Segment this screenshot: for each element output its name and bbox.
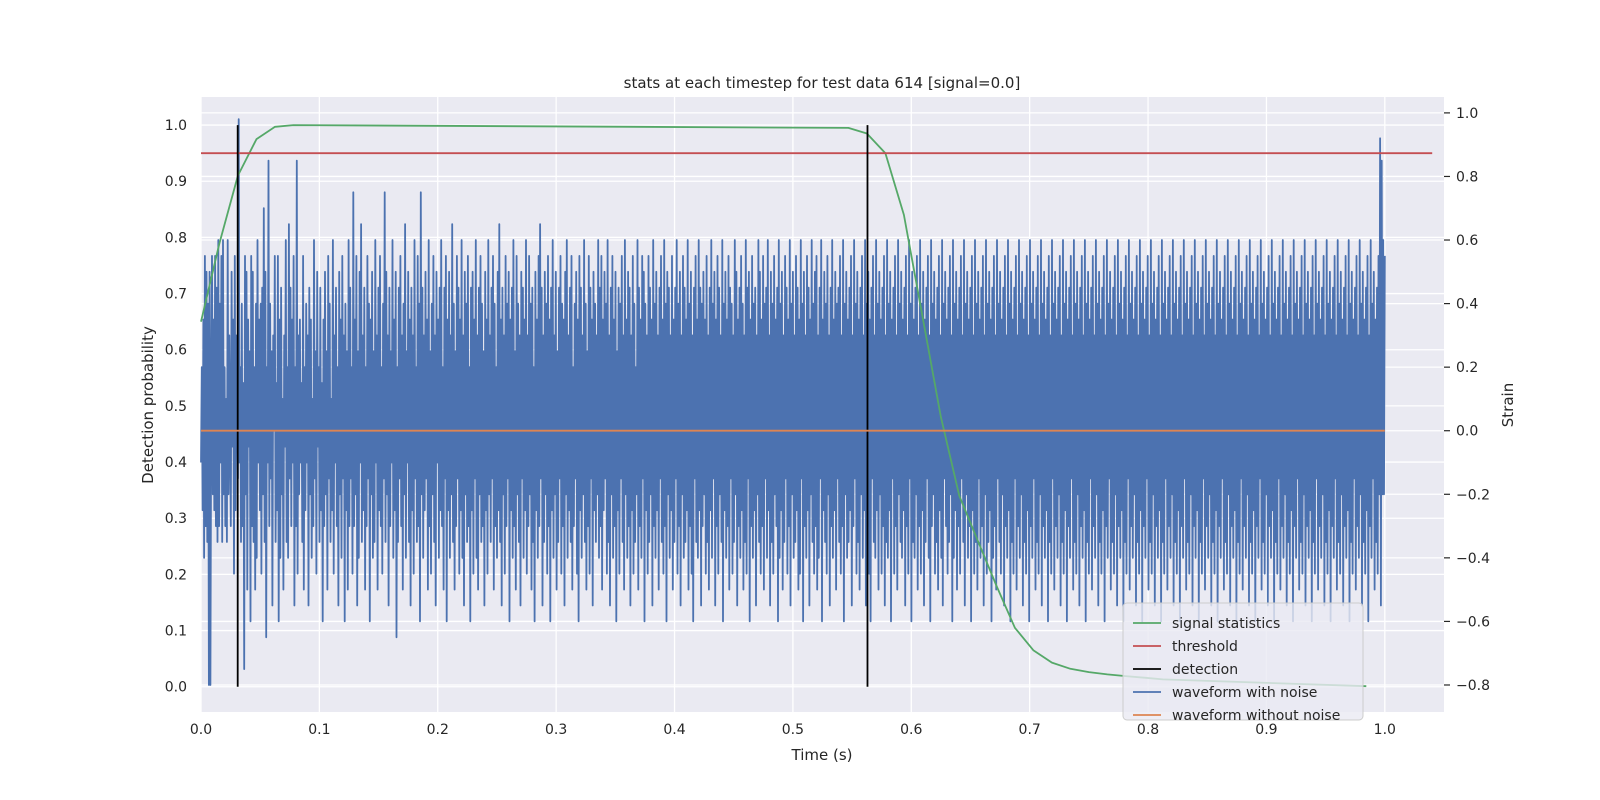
y2-tick-label: −0.2	[1456, 487, 1490, 503]
legend-label: waveform without noise	[1172, 708, 1340, 724]
y2-tick-label: 0.8	[1456, 169, 1478, 185]
y-tick-label: 0.0	[165, 680, 187, 696]
y2-tick-label: 1.0	[1456, 106, 1478, 122]
legend-items: signal statistics threshold detection wavef…	[1133, 616, 1340, 724]
x-tick-label: 0.3	[545, 722, 567, 738]
chart-title: stats at each timestep for test data 614…	[624, 74, 1021, 92]
legend-label: threshold	[1172, 639, 1238, 655]
x-tick-label: 0.1	[308, 722, 330, 738]
x-tick-label: 0.6	[900, 722, 922, 738]
y2-tick-label: −0.6	[1456, 614, 1490, 630]
y2-tick-label: 0.0	[1456, 424, 1478, 440]
left-axis-ticks: 0.0 0.1 0.2 0.3 0.4 0.5 0.6 0.7 0.8 0.9 1.0	[165, 118, 187, 696]
y-tick-label: 0.6	[165, 343, 187, 359]
y-tick-label: 0.2	[165, 567, 187, 583]
y2-tick-label: −0.4	[1456, 551, 1490, 567]
y-tick-label: 0.4	[165, 455, 187, 471]
signal-statistics-line	[200, 124, 1367, 688]
x-tick-label: 0.7	[1019, 722, 1041, 738]
y2-axis-label: Strain	[1499, 383, 1517, 427]
x-tick-label: 0.8	[1137, 722, 1159, 738]
y-tick-label: 0.7	[165, 287, 187, 303]
y2-tick-label: 0.4	[1456, 297, 1478, 313]
x-tick-label: 0.5	[782, 722, 804, 738]
y2-tick-label: 0.6	[1456, 233, 1478, 249]
waveform-with-noise-line	[200, 118, 1386, 686]
x-axis-label: Time (s)	[791, 746, 853, 764]
y-tick-label: 0.8	[165, 230, 187, 246]
legend-label: signal statistics	[1172, 616, 1280, 632]
x-tick-label: 1.0	[1374, 722, 1396, 738]
y-axis-label: Detection probability	[139, 326, 157, 484]
x-axis-ticks: 0.0 0.1 0.2 0.3 0.4 0.5 0.6 0.7 0.8 0.9 1.0	[190, 722, 1396, 738]
series-layer	[200, 118, 1433, 688]
x-tick-label: 0.9	[1255, 722, 1277, 738]
legend-label: detection	[1172, 662, 1238, 678]
x-tick-label: 0.2	[427, 722, 449, 738]
y-tick-label: 0.3	[165, 511, 187, 527]
y2-tick-label: 0.2	[1456, 360, 1478, 376]
x-tick-label: 0.4	[663, 722, 685, 738]
y-tick-label: 0.1	[165, 624, 187, 640]
y-tick-label: 1.0	[165, 118, 187, 134]
right-axis-ticks: −0.8 −0.6 −0.4 −0.2 0.0 0.2 0.4 0.6 0.8 1.0	[1444, 106, 1490, 694]
y-tick-label: 0.9	[165, 174, 187, 190]
x-tick-label: 0.0	[190, 722, 212, 738]
y2-tick-label: −0.8	[1456, 678, 1490, 694]
legend: signal statistics threshold detection wavef…	[1122, 602, 1364, 724]
legend-label: waveform with noise	[1172, 685, 1317, 701]
legend-box	[1122, 602, 1364, 721]
y-tick-label: 0.5	[165, 399, 187, 415]
